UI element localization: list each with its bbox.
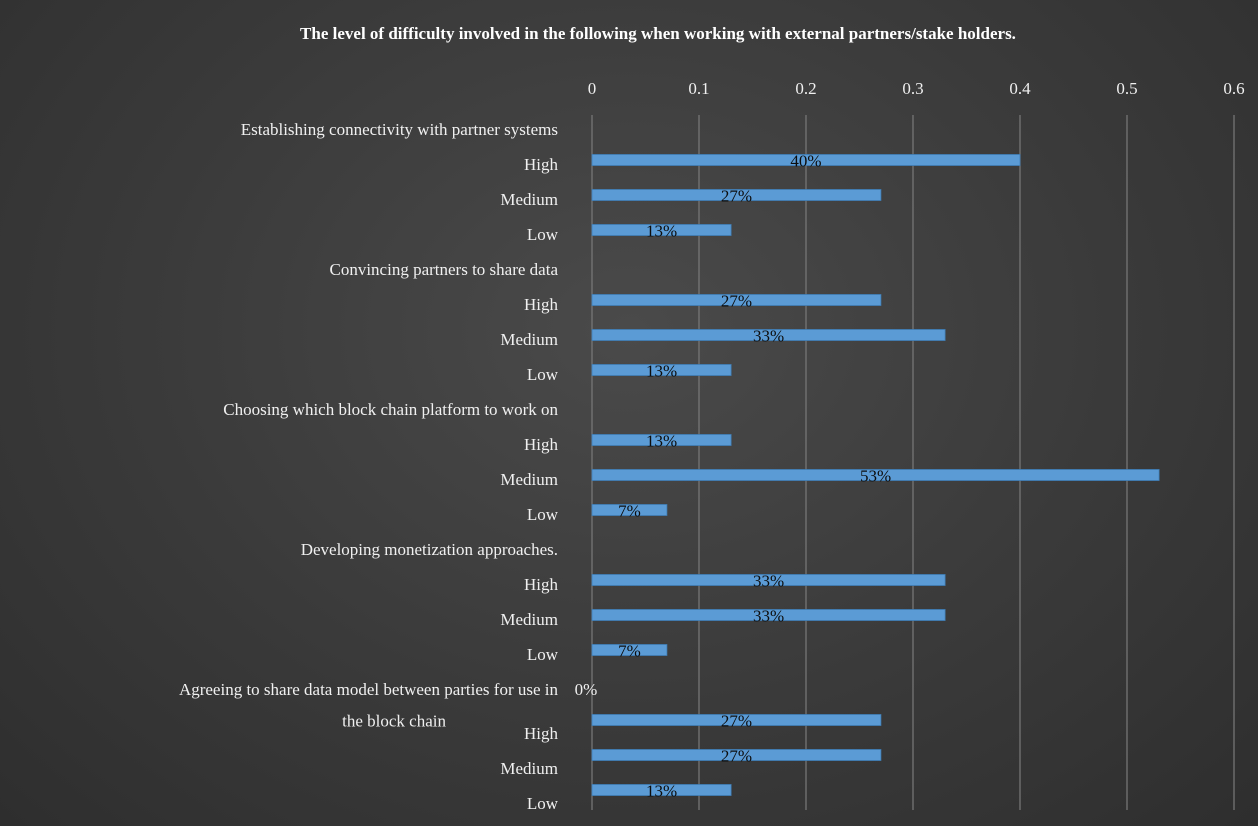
category-label: Medium (500, 190, 558, 209)
bar-data-label: 27% (721, 712, 752, 731)
group-label: Establishing connectivity with partner s… (241, 120, 558, 139)
category-labels: Establishing connectivity with partner s… (179, 120, 559, 813)
category-label: Low (527, 365, 559, 384)
x-tick-label: 0.1 (688, 79, 709, 98)
bar (591, 154, 1021, 166)
group-label: Convincing partners to share data (330, 260, 559, 279)
group-label: Agreeing to share data model between par… (179, 680, 559, 699)
group-label: Developing monetization approaches. (301, 540, 558, 559)
bar (591, 364, 732, 376)
x-tick-label: 0.2 (795, 79, 816, 98)
x-tick-label: 0.3 (902, 79, 923, 98)
category-label: Low (527, 225, 559, 244)
bars (591, 154, 1160, 796)
bar (591, 469, 1160, 481)
bar (591, 749, 882, 761)
bar (591, 609, 946, 621)
group-data-label: 0% (575, 680, 598, 699)
bar-data-label: 13% (646, 432, 677, 451)
category-label: High (524, 295, 559, 314)
bar (591, 294, 882, 306)
category-label: High (524, 155, 559, 174)
bar-data-label: 53% (860, 467, 891, 486)
bar-data-label: 33% (753, 607, 784, 626)
bar-data-label: 13% (646, 782, 677, 801)
category-label: Low (527, 505, 559, 524)
bar-data-label: 7% (618, 642, 641, 661)
bar (591, 189, 882, 201)
bar (591, 574, 946, 586)
bar (591, 224, 732, 236)
category-label: High (524, 575, 559, 594)
bar-data-label: 27% (721, 187, 752, 206)
group-label: the block chain (342, 712, 446, 731)
x-tick-label: 0.4 (1009, 79, 1031, 98)
x-axis-ticks: 0 0.1 0.2 0.3 0.4 0.5 0.6 (588, 79, 1245, 98)
chart-title: The level of difficulty involved in the … (300, 24, 1016, 43)
bar (591, 644, 668, 656)
category-label: Medium (500, 470, 558, 489)
category-label: Medium (500, 610, 558, 629)
category-label: High (524, 435, 559, 454)
category-label: Medium (500, 759, 558, 778)
bar-data-label: 27% (721, 747, 752, 766)
category-label: High (524, 724, 559, 743)
bar-data-label: 40% (790, 152, 821, 171)
bar-data-label: 33% (753, 572, 784, 591)
bar-data-label: 7% (618, 502, 641, 521)
bar-data-label: 13% (646, 362, 677, 381)
x-tick-label: 0.5 (1116, 79, 1137, 98)
gridlines (591, 115, 1235, 810)
category-label: Low (527, 645, 559, 664)
bar (591, 434, 732, 446)
bar (591, 329, 946, 341)
category-label: Medium (500, 330, 558, 349)
x-tick-label: 0.6 (1223, 79, 1244, 98)
bar-data-label: 27% (721, 292, 752, 311)
bar (591, 784, 732, 796)
bar-data-label: 33% (753, 327, 784, 346)
x-tick-label: 0 (588, 79, 597, 98)
bar (591, 504, 668, 516)
bar-data-label: 13% (646, 222, 677, 241)
group-label: Choosing which block chain platform to w… (223, 400, 558, 419)
category-label: Low (527, 794, 559, 813)
data-labels: 40%27%13%27%33%13%13%53%7%33%33%7%0%27%2… (575, 152, 891, 801)
bar (591, 714, 882, 726)
